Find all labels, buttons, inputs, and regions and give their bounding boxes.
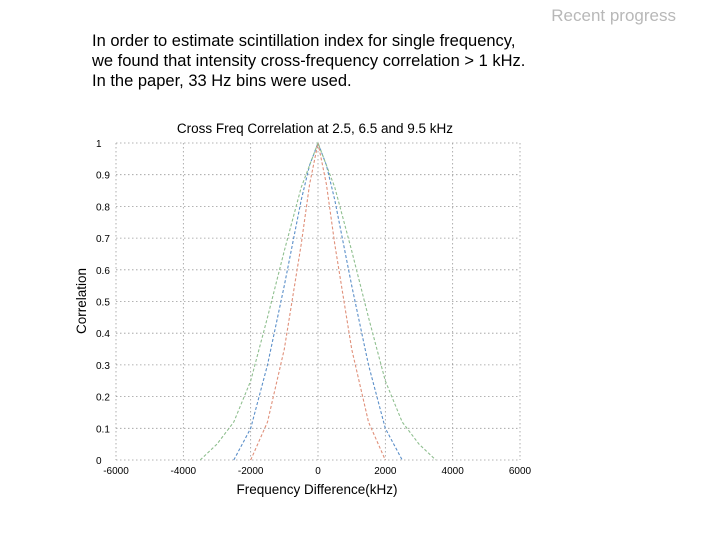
x-tick-label: 4000 — [442, 466, 465, 477]
y-axis-label: Correlation — [74, 268, 89, 334]
y-tick-label: 0.1 — [96, 424, 110, 435]
series-line-3 — [199, 141, 437, 461]
x-tick-label: -4000 — [171, 466, 197, 477]
slide-header: Recent progress — [551, 6, 676, 25]
tick-labels: 0 0.1 0.2 0.3 0.4 0.5 0.6 0.7 0.8 0.9 1 -6000 -4000 -… — [96, 139, 532, 477]
chart-title: Cross Freq Correlation at 2.5, 6.5 and 9… — [177, 121, 453, 136]
intro-line: In order to estimate scintillation index… — [92, 32, 516, 50]
intro-text: In order to estimate scintillation index… — [92, 31, 632, 91]
y-tick-label: 0.3 — [96, 361, 110, 372]
x-axis-label: Frequency Difference(kHz) — [236, 482, 397, 497]
y-tick-label: 0.2 — [96, 393, 110, 404]
intro-line: we found that intensity cross-frequency … — [92, 52, 526, 70]
y-tick-label: 0.7 — [96, 234, 110, 245]
series-lines — [199, 141, 437, 461]
y-tick-label: 0.6 — [96, 266, 110, 277]
y-tick-label: 1 — [96, 139, 102, 150]
y-tick-label: 0.8 — [96, 202, 110, 213]
x-tick-label: 0 — [315, 466, 321, 477]
y-tick-label: 0.4 — [96, 329, 110, 340]
x-tick-label: -6000 — [103, 466, 129, 477]
grid — [115, 142, 521, 461]
y-tick-label: 0 — [96, 456, 102, 467]
x-tick-label: 6000 — [509, 466, 532, 477]
x-tick-label: -2000 — [238, 466, 264, 477]
y-tick-label: 0.5 — [96, 298, 110, 309]
y-tick-label: 0.9 — [96, 171, 110, 182]
intro-line: In the paper, 33 Hz bins were used. — [92, 72, 352, 90]
series-line-1 — [233, 141, 403, 461]
x-tick-label: 2000 — [374, 466, 397, 477]
